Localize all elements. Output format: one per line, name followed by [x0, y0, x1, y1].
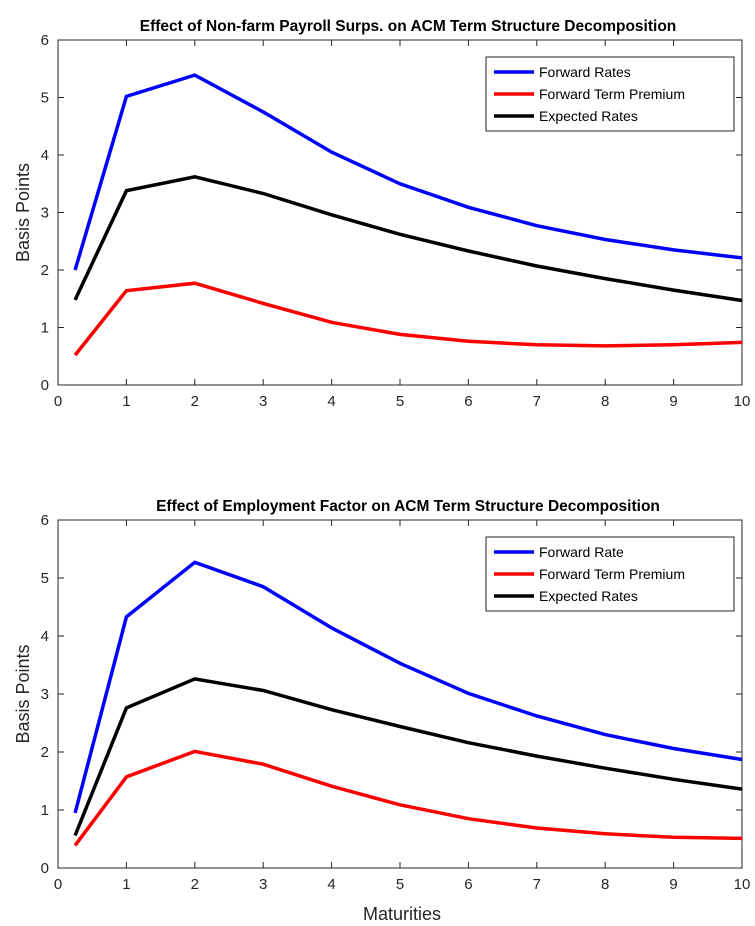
x-tick-label: 8: [601, 876, 609, 893]
series-line-1: [73, 560, 743, 814]
y-tick-label: 5: [41, 90, 49, 107]
x-tick-label: 1: [122, 876, 130, 893]
legend-entry-label: Expected Rates: [539, 588, 638, 604]
x-tick-label: 0: [54, 393, 62, 410]
y-tick-label: 2: [41, 262, 49, 279]
y-axis-label: Basis Points: [13, 163, 33, 262]
x-tick-label: 7: [533, 393, 541, 410]
y-tick-label: 6: [41, 32, 49, 49]
x-tick-label: 5: [396, 393, 404, 410]
chart-title: Effect of Non-farm Payroll Surps. on ACM…: [140, 18, 677, 35]
y-tick-label: 3: [41, 205, 49, 222]
x-tick-label: 3: [259, 393, 267, 410]
chart-panel-2: Effect of Employment Factor on ACM Term …: [13, 498, 750, 924]
y-tick-label: 5: [41, 570, 49, 587]
legend: Forward Rate Forward Term Premium Expected…: [485, 536, 735, 612]
y-tick-label: 1: [41, 320, 49, 337]
chart-panel-1: Effect of Non-farm Payroll Surps. on ACM…: [13, 18, 750, 410]
series-line-2: [73, 281, 743, 357]
x-tick-label: 10: [734, 876, 751, 893]
y-tick-label: 3: [41, 686, 49, 703]
series-line-3: [73, 677, 743, 837]
legend-entry-label: Forward Rates: [539, 64, 631, 80]
legend: Forward Rates Forward Term Premium Expecte…: [485, 56, 735, 132]
y-tick-label: 0: [41, 860, 49, 877]
x-tick-label: 0: [54, 876, 62, 893]
legend-entry-label: Expected Rates: [539, 108, 638, 124]
y-tick-label: 2: [41, 744, 49, 761]
x-tick-label: 2: [191, 393, 199, 410]
y-axis-label: Basis Points: [13, 644, 33, 743]
y-tick-label: 4: [41, 628, 49, 645]
y-tick-label: 0: [41, 377, 49, 394]
x-tick-label: 5: [396, 876, 404, 893]
legend-entry-label: Forward Term Premium: [539, 566, 685, 582]
series-line-3: [73, 175, 743, 303]
y-tick-label: 6: [41, 512, 49, 529]
series-line-1: [73, 73, 743, 271]
x-tick-label: 3: [259, 876, 267, 893]
x-tick-label: 4: [327, 393, 335, 410]
chart-title: Effect of Employment Factor on ACM Term …: [156, 498, 660, 515]
y-tick-label: 1: [41, 802, 49, 819]
x-tick-label: 1: [122, 393, 130, 410]
x-tick-label: 8: [601, 393, 609, 410]
x-tick-label: 6: [464, 876, 472, 893]
x-tick-label: 9: [669, 876, 677, 893]
legend-entry-label: Forward Rate: [539, 544, 624, 560]
x-tick-label: 10: [734, 393, 751, 410]
series-line-2: [73, 749, 743, 847]
y-tick-label: 4: [41, 147, 49, 164]
x-tick-label: 6: [464, 393, 472, 410]
x-tick-label: 9: [669, 393, 677, 410]
x-tick-label: 2: [191, 876, 199, 893]
x-axis-label: Maturities: [363, 904, 441, 924]
x-tick-label: 4: [327, 876, 335, 893]
legend-entry-label: Forward Term Premium: [539, 86, 685, 102]
x-tick-label: 7: [533, 876, 541, 893]
